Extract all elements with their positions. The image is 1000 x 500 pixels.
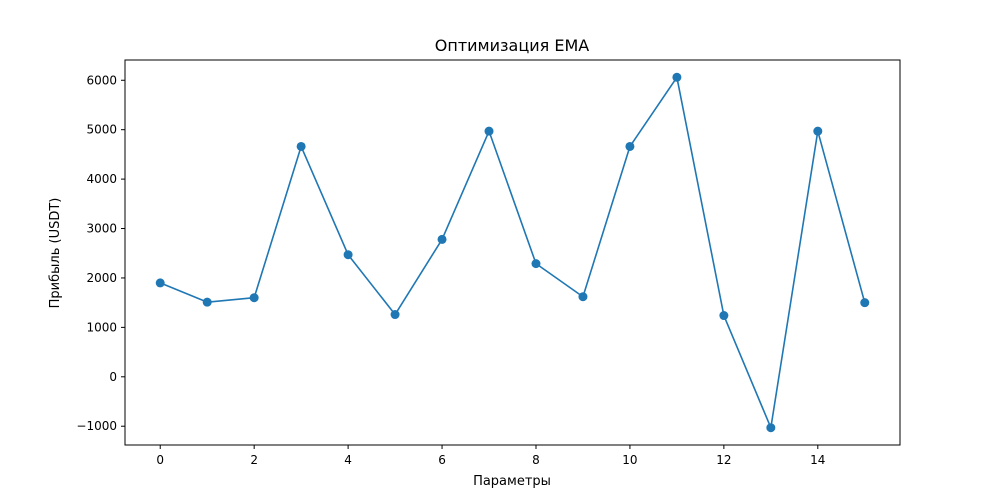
y-tick-label: 4000 [86,172,117,186]
x-tick-label: 10 [622,453,637,467]
data-point [578,292,588,302]
data-point [296,141,306,151]
x-tick-label: 6 [438,453,446,467]
series-line [159,76,866,429]
y-tick-label: 2000 [86,271,117,285]
data-point [343,250,353,260]
y-tick-label: 0 [109,370,117,384]
data-point [766,423,776,433]
y-tick-label: −1000 [76,419,117,433]
data-point [531,259,541,269]
data-point [249,293,259,303]
y-tick-label: 3000 [86,222,117,236]
data-point [390,310,400,320]
x-tick-label: 0 [156,453,164,467]
series-layer [155,72,870,433]
data-point [202,297,212,307]
data-point [672,72,682,82]
y-tick-label: 6000 [86,73,117,87]
x-tick-label: 8 [532,453,540,467]
data-point [719,311,729,321]
data-point [813,126,823,136]
x-tick-label: 14 [810,453,825,467]
x-axis: 0 2 4 6 8 10 12 14 [156,445,825,467]
x-tick-label: 12 [716,453,731,467]
x-tick-label: 4 [344,453,352,467]
data-point [625,141,635,151]
plot-frame [124,59,901,446]
chart-title: Оптимизация EMA [435,36,589,55]
y-axis-label: Прибыль (USDT) [48,198,63,309]
y-axis: −1000 0 1000 2000 3000 4000 5000 6000 [76,73,125,433]
data-point [484,126,494,136]
x-axis-label: Параметры [473,474,551,489]
data-point [437,234,447,244]
y-tick-label: 1000 [86,320,117,334]
x-tick-label: 2 [250,453,258,467]
data-point [155,278,165,288]
y-tick-label: 5000 [86,123,117,137]
data-point [860,298,870,308]
